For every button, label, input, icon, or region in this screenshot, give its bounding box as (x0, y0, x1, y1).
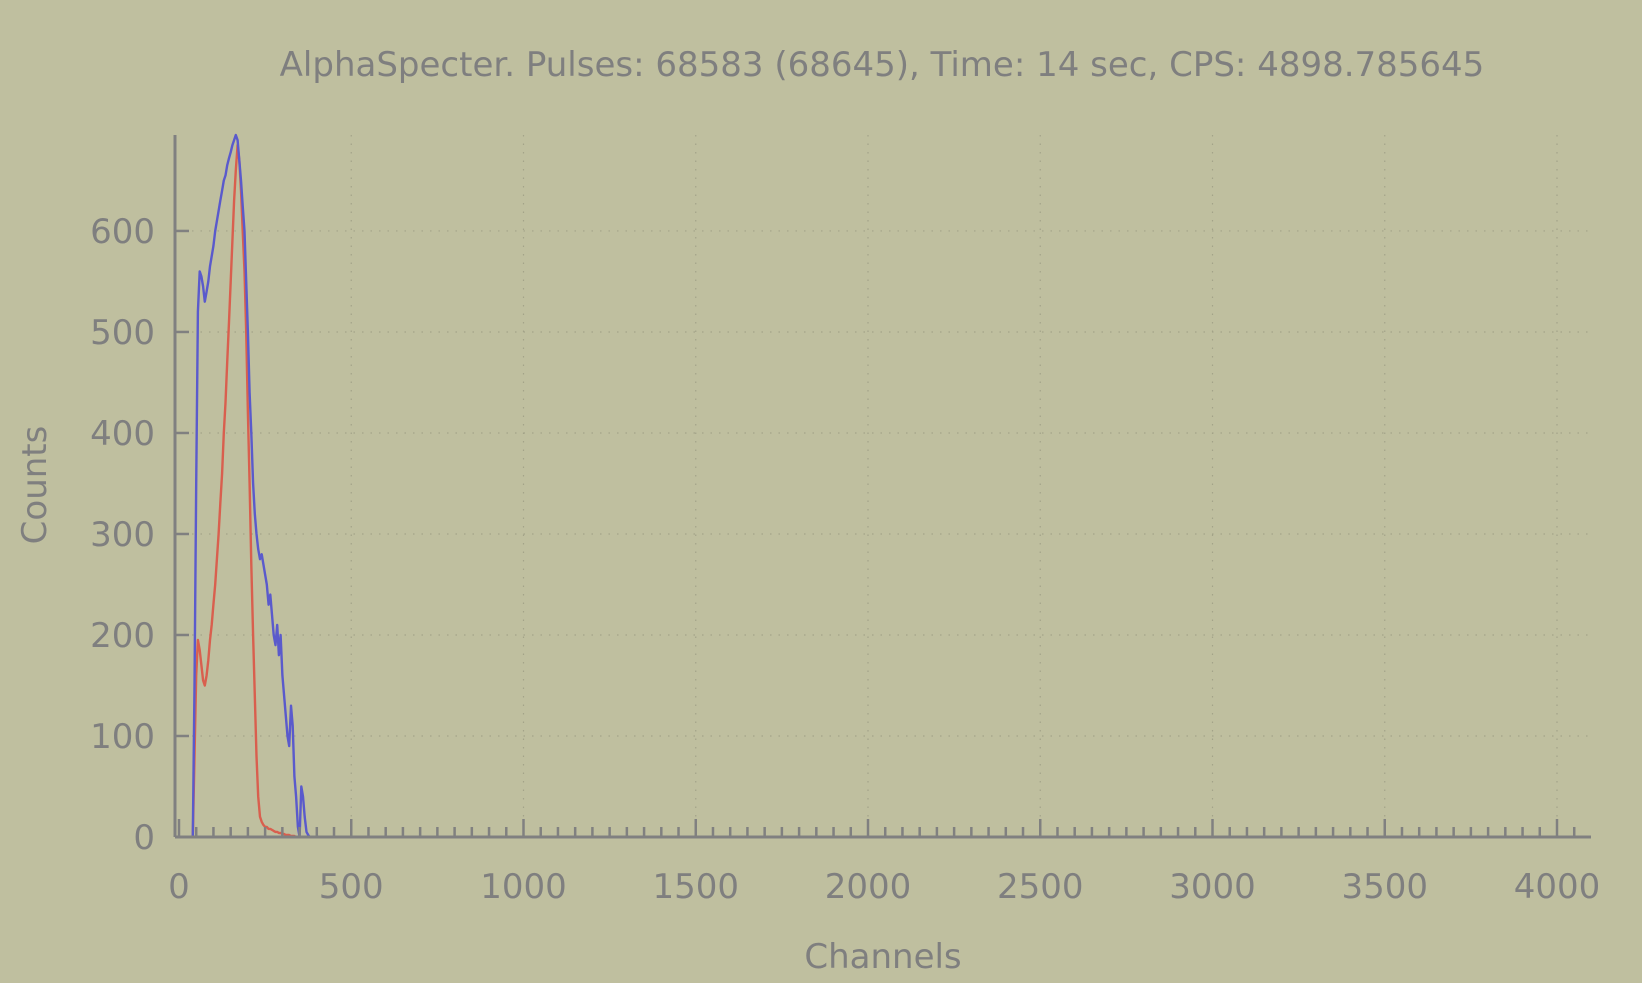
x-axis-label: Channels (804, 937, 961, 977)
y-axis-label: Counts (15, 426, 55, 545)
grid (175, 135, 1591, 837)
x-tick-label-0: 0 (168, 867, 190, 907)
x-tick-label-3500: 3500 (1341, 867, 1428, 907)
series-layer (191, 133, 314, 839)
ticks: 0 500 1000 1500 2000 2500 3000 3500 4000 0 100 200 3… (90, 212, 1600, 907)
axes (173, 135, 1591, 839)
series-line-1 (191, 133, 314, 839)
y-tick-label-500: 500 (90, 313, 155, 353)
chart-title: AlphaSpecter. Pulses: 68583 (68645), Tim… (280, 45, 1485, 85)
y-tick-label-100: 100 (90, 717, 155, 757)
x-tick-label-1000: 1000 (480, 867, 567, 907)
x-tick-label-2500: 2500 (997, 867, 1084, 907)
x-tick-label-2000: 2000 (825, 867, 912, 907)
y-tick-label-600: 600 (90, 212, 155, 252)
y-tick-label-300: 300 (90, 515, 155, 555)
x-tick-label-4000: 4000 (1514, 867, 1601, 907)
x-tick-label-3000: 3000 (1169, 867, 1256, 907)
y-tick-label-200: 200 (90, 616, 155, 656)
x-tick-label-500: 500 (319, 867, 384, 907)
y-tick-label-0: 0 (133, 818, 155, 858)
x-tick-label-1500: 1500 (652, 867, 739, 907)
y-tick-label-400: 400 (90, 414, 155, 454)
